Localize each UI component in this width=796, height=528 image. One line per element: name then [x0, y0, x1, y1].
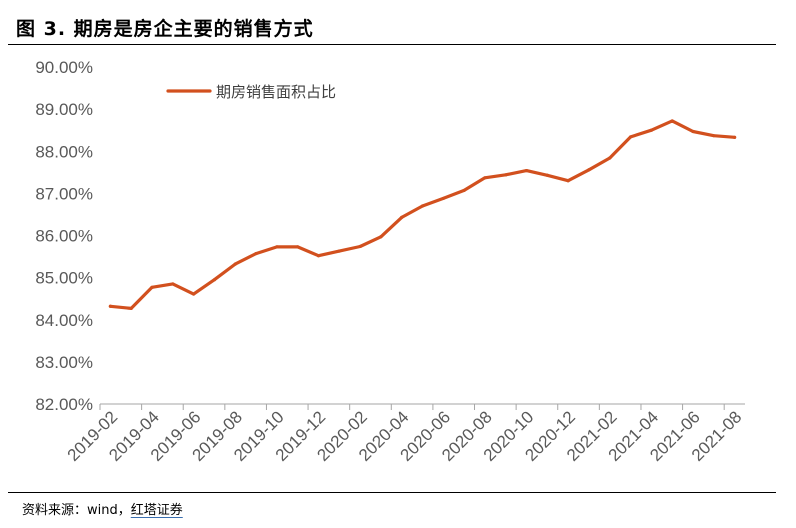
- source-brand: 红塔证券: [130, 503, 183, 518]
- source-note: 资料来源：wind，红塔证券: [22, 499, 183, 518]
- y-tick-label: 90.00%: [35, 58, 93, 77]
- data-point: [192, 292, 196, 296]
- data-point: [171, 282, 175, 286]
- y-tick-label: 88.00%: [35, 142, 93, 161]
- data-point: [316, 254, 321, 258]
- data-point: [587, 168, 591, 172]
- x-axis: 2019-022019-042019-062019-082019-102019-…: [64, 403, 745, 465]
- data-point: [420, 204, 425, 208]
- series-line: [108, 119, 737, 310]
- data-point: [670, 119, 674, 123]
- legend: 期房销售面积占比: [166, 83, 336, 101]
- data-point: [608, 156, 612, 160]
- y-tick-label: 86.00%: [35, 227, 93, 246]
- data-point: [379, 235, 383, 239]
- data-point: [566, 179, 570, 183]
- data-point: [150, 285, 154, 289]
- data-point: [524, 169, 529, 173]
- data-point: [212, 278, 217, 282]
- data-point: [254, 252, 258, 256]
- data-point: [441, 196, 445, 201]
- data-point: [545, 173, 549, 177]
- figure-title: 图 3. 期房是房企主要的销售方式: [16, 18, 314, 40]
- data-point: [108, 304, 113, 308]
- data-point: [233, 262, 237, 266]
- data-point: [649, 128, 653, 132]
- source-rule: [8, 492, 776, 493]
- series-layer: [108, 119, 737, 310]
- legend-label: 期房销售面积占比: [216, 83, 336, 101]
- data-point: [129, 306, 133, 310]
- data-point: [462, 188, 466, 193]
- source-prefix: 资料来源：wind，: [22, 503, 131, 518]
- data-point: [337, 249, 341, 253]
- y-tick-label: 84.00%: [35, 311, 93, 330]
- y-tick-label: 89.00%: [35, 100, 93, 119]
- data-point: [296, 245, 300, 249]
- data-point: [732, 135, 737, 139]
- y-tick-label: 87.00%: [35, 184, 93, 203]
- data-point: [483, 176, 487, 180]
- data-point: [358, 244, 362, 249]
- y-tick-label: 82.00%: [35, 395, 93, 414]
- y-axis: 82.00% 83.00% 84.00% 85.00% 86.00% 87.00% 88.0…: [35, 58, 93, 414]
- data-point: [400, 215, 404, 219]
- y-tick-label: 83.00%: [35, 353, 93, 372]
- data-point: [275, 245, 279, 249]
- data-point: [712, 134, 716, 138]
- y-tick-label: 85.00%: [35, 269, 93, 288]
- title-rule: [8, 44, 776, 45]
- data-point: [628, 135, 633, 139]
- data-point: [504, 173, 508, 177]
- data-point: [691, 129, 695, 134]
